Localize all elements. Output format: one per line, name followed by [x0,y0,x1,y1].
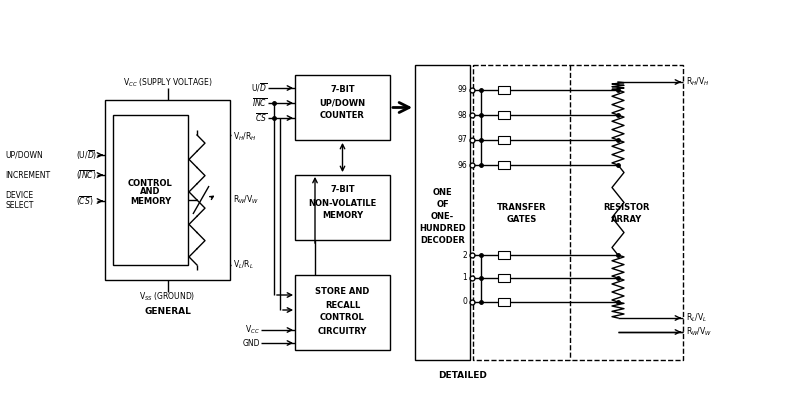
Bar [498,298,510,306]
Text: UP/DOWN: UP/DOWN [319,98,366,108]
Text: ARRAY: ARRAY [611,215,642,224]
Text: AND: AND [140,188,161,196]
Text: 0: 0 [462,298,467,306]
Text: V$_{CC}$ (SUPPLY VOLTAGE): V$_{CC}$ (SUPPLY VOLTAGE) [122,77,212,89]
Text: COUNTER: COUNTER [320,112,365,120]
Text: R$_W$/V$_W$: R$_W$/V$_W$ [233,194,259,206]
Text: (U/$\overline{D}$): (U/$\overline{D}$) [76,148,98,162]
Bar [295,275,390,350]
Text: 98: 98 [458,110,467,120]
Bar [105,100,230,280]
Bar [498,86,510,94]
Text: DECODER: DECODER [420,236,465,245]
Text: 7-BIT: 7-BIT [330,186,355,194]
Text: 96: 96 [458,160,467,170]
Bar [295,175,390,240]
Text: R$_W$/V$_W$: R$_W$/V$_W$ [686,326,712,338]
Text: V$_H$/R$_H$: V$_H$/R$_H$ [233,131,256,143]
Text: V$_L$/R$_L$: V$_L$/R$_L$ [233,259,254,271]
Text: R$_H$/V$_H$: R$_H$/V$_H$ [686,76,710,88]
Text: CONTROL: CONTROL [320,314,365,322]
Text: ($\overline{CS}$): ($\overline{CS}$) [76,194,94,208]
Text: STORE AND: STORE AND [315,288,370,296]
Bar [113,115,188,265]
Text: 1: 1 [462,274,467,282]
Bar [498,161,510,169]
Text: MEMORY: MEMORY [322,212,363,220]
Text: DETAILED: DETAILED [438,370,487,380]
Text: V$_{CC}$: V$_{CC}$ [246,324,260,336]
Text: SELECT: SELECT [5,202,34,210]
Text: HUNDRED: HUNDRED [419,224,466,233]
Text: RESISTOR: RESISTOR [603,203,650,212]
Text: OF: OF [436,200,449,209]
Text: TRANSFER: TRANSFER [497,203,546,212]
Text: V$_{SS}$ (GROUND): V$_{SS}$ (GROUND) [139,291,196,303]
Text: GND: GND [242,338,260,348]
Text: DEVICE: DEVICE [5,192,33,200]
Text: R$_L$/V$_L$: R$_L$/V$_L$ [686,312,707,324]
Text: ($\overline{INC}$): ($\overline{INC}$) [76,168,97,182]
Bar [498,251,510,259]
Bar [415,65,470,360]
Text: CIRCUITRY: CIRCUITRY [318,326,367,336]
Text: INCREMENT: INCREMENT [5,170,50,180]
Text: GATES: GATES [506,215,537,224]
Text: U/$\overline{D}$: U/$\overline{D}$ [251,82,267,94]
Text: 7-BIT: 7-BIT [330,86,355,94]
Text: ONE-: ONE- [431,212,454,221]
Text: NON-VOLATILE: NON-VOLATILE [308,198,377,208]
Bar [498,111,510,119]
Text: $\overline{CS}$: $\overline{CS}$ [255,112,267,124]
Text: $\overline{INC}$: $\overline{INC}$ [252,97,267,109]
Text: UP/DOWN: UP/DOWN [5,150,42,160]
Bar [498,136,510,144]
Bar [473,65,683,360]
Text: CONTROL: CONTROL [128,178,173,188]
Text: 97: 97 [458,136,467,144]
Text: GENERAL: GENERAL [144,306,191,316]
Text: MEMORY: MEMORY [130,196,171,206]
Text: 99: 99 [458,86,467,94]
Text: 2: 2 [462,250,467,260]
Text: ONE: ONE [433,188,452,197]
Bar [498,274,510,282]
Text: RECALL: RECALL [325,300,360,310]
Bar [295,75,390,140]
